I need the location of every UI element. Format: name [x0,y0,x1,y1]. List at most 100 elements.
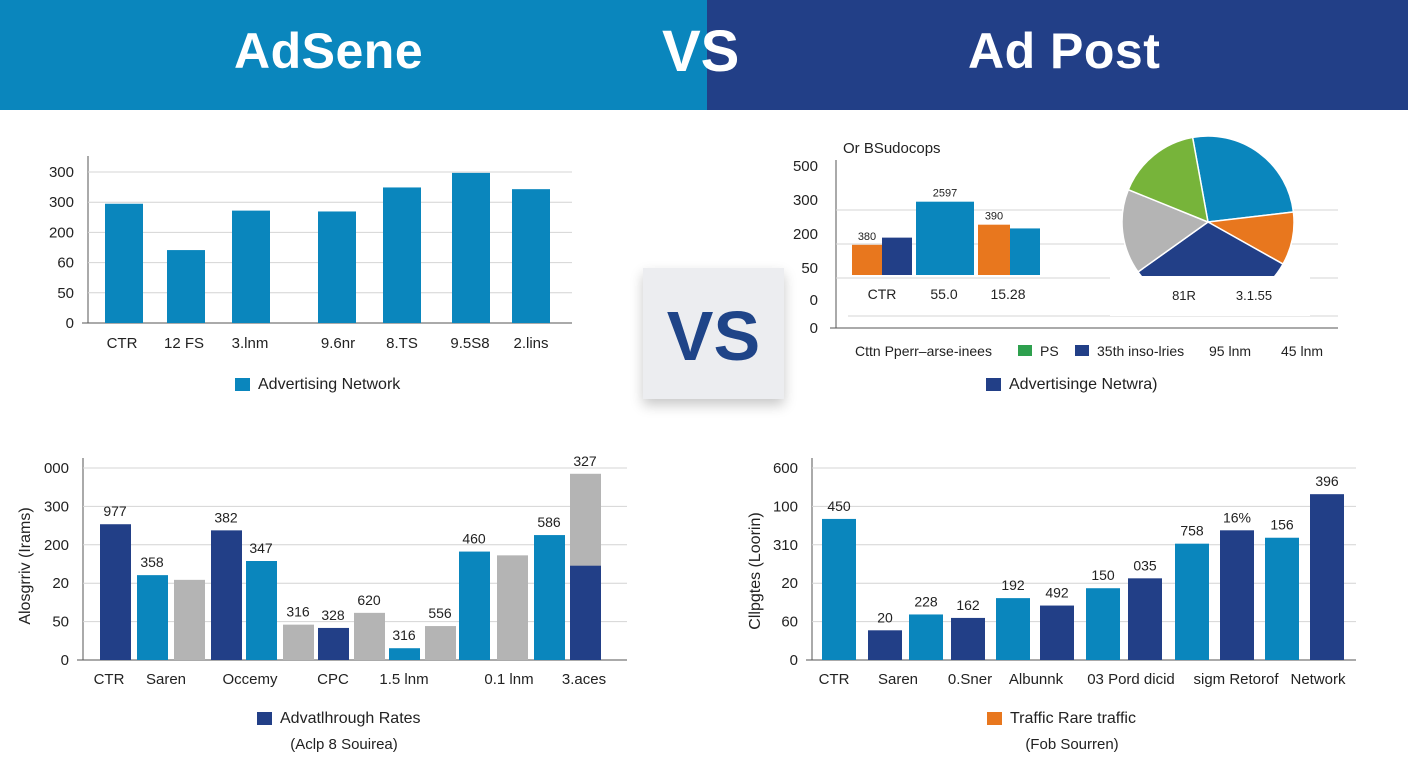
br-x-tick-label: CTR [819,671,850,688]
tr-legend-row-swatch [1018,345,1032,356]
br-x-tick-label: Saren [878,671,918,688]
br-bar-label: 156 [1270,517,1294,533]
br-bar [1128,578,1162,660]
tr-y-tick-label: 0 [810,292,818,309]
tr-y-tick-label: 50 [801,260,818,277]
br-bar-label: 162 [956,597,980,613]
header-banner: AdSene VS Ad Post [0,0,1408,110]
bl-y-axis-label: Alosgrriv (Irams) [17,507,34,624]
tl-x-tick-label: 9.5S8 [450,335,489,352]
br-x-tick-label: Albunnk [1009,671,1064,688]
tl-x-tick-label: 8.TS [386,335,418,352]
tl-x-tick-label: CTR [107,335,138,352]
bl-bar [137,575,168,660]
tl-y-tick-label: 300 [49,194,74,211]
br-x-tick-label: Network [1290,671,1346,688]
tr-x-tick-label: CTR [868,286,897,302]
br-bar [868,630,902,660]
adpost-title: Ad Post [968,23,1161,79]
br-x-tick-label: 03 Pord dicid [1087,671,1175,688]
bl-bar-label: 977 [103,503,127,519]
tl-x-tick-label: 9.6nr [321,335,355,352]
bl-y-tick-label: 0 [61,652,69,669]
bl-bar-label: 556 [428,605,452,621]
tr-bar [1010,228,1040,275]
bl-bar [389,648,420,660]
bl-bar-label: 620 [357,592,381,608]
tr-pie-slice [1127,136,1209,224]
bl-bar [100,524,131,660]
br-y-axis-label: Cllpgtes (Loorin) [747,512,764,629]
bl-y-tick-label: 20 [52,575,69,592]
tr-y-tick-label: 300 [793,192,818,209]
br-bar [1220,530,1254,660]
tr-y-tick-label: 0 [810,320,818,337]
bl-bar-segment [570,565,601,660]
tr-legend-row-label: Cttn Pperr–arse-inees [855,343,992,359]
br-caption: (Fob Sourren) [1025,736,1118,753]
header-right-panel [707,0,1408,110]
bl-y-tick-label: 000 [44,460,69,477]
br-x-tick-label: sigm Retorof [1193,671,1279,688]
bl-bar [534,535,565,660]
tr-pie-slice [1191,135,1295,223]
tr-chart-title: Or BSudocops [843,140,941,157]
tr-bar-label: 380 [858,231,876,243]
bl-bar-label: 460 [462,531,486,547]
adsense-title: AdSene [234,23,424,79]
tl-bar [105,203,143,323]
tr-bar [852,244,882,275]
bl-bar [246,561,277,660]
tr-pie-label: 81R [1172,288,1196,303]
bl-bar [174,579,205,660]
br-bar [996,598,1030,660]
bl-x-tick-label: CPC [317,671,349,688]
tr-legend-row-label: 35th inso-lries [1097,343,1184,359]
bl-bar-label: 316 [286,604,310,620]
bl-x-tick-label: 3.aces [562,671,606,688]
tl-y-tick-label: 60 [57,255,74,272]
br-bar [1310,494,1344,660]
bl-bar [459,551,490,660]
tl-bar [167,250,205,323]
tl-bar [512,189,550,323]
bl-y-tick-label: 300 [44,498,69,515]
bl-bar-label: 327 [573,453,597,469]
bl-x-tick-label: CTR [94,671,125,688]
bl-bar-label: 382 [214,509,238,525]
tr-bar [978,224,1010,275]
header-vs-label: VS [662,19,740,84]
bl-bar-label: 328 [321,607,345,623]
br-y-tick-label: 60 [781,614,798,631]
bl-bar [354,612,385,660]
tl-bar [318,211,356,323]
bl-y-tick-label: 200 [44,537,69,554]
tr-pie-label: 3.1.55 [1236,288,1272,303]
br-bar [1175,543,1209,660]
bl-x-tick-label: 0.1 lnm [484,671,533,688]
tr-x-tick-label: 55.0 [930,286,957,302]
br-bar [822,518,856,660]
tl-legend-swatch [235,378,250,391]
bl-bar [497,555,528,660]
tr-legend-row-label: 45 lnm [1281,343,1323,359]
br-bar [909,614,943,660]
br-bar [1086,588,1120,660]
bl-bar-label: 347 [249,540,273,556]
bl-bar [425,626,456,660]
br-y-tick-label: 20 [781,575,798,592]
tl-bar [383,187,421,323]
br-bar-label: 228 [914,593,938,609]
tr-y-tick-label: 500 [793,158,818,175]
br-y-tick-label: 0 [790,652,798,669]
tr-x-tick-label: 15.28 [990,286,1025,302]
br-bar-label: 20 [877,609,893,625]
tl-legend-label: Advertising Network [258,376,401,393]
br-bar-label: 758 [1180,523,1204,539]
br-y-tick-label: 310 [773,537,798,554]
tr-bar-label: 2597 [933,188,957,200]
tl-y-tick-label: 0 [66,315,74,332]
br-bar-label: 035 [1133,557,1157,573]
tr-legend-label: Advertisinge Netwra) [1009,376,1158,393]
